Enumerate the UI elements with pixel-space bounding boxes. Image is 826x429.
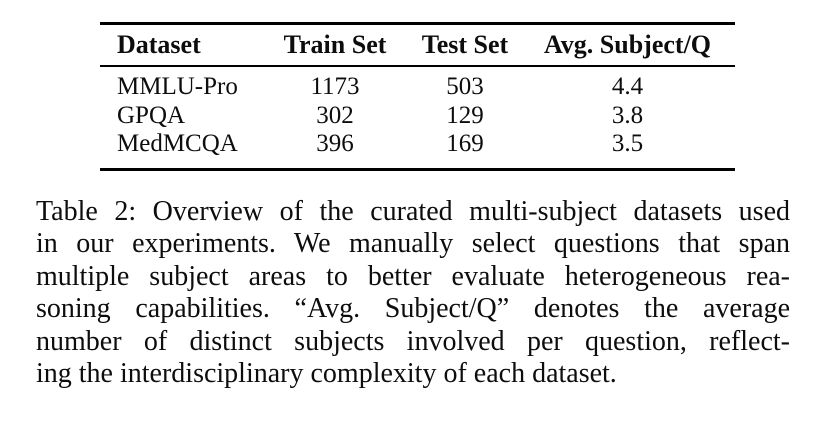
caption-line-1: Table 2: Overview of the curated multi-s… — [36, 195, 790, 227]
cell-avg-subject-q: 3.8 — [611, 101, 644, 129]
caption-line-4: soning capabilities. “Avg. Subject/Q” de… — [36, 293, 790, 324]
table-row-gpqa: GPQA 302 129 3.8 — [100, 102, 735, 131]
table-header-row: Dataset Train Set Test Set Avg. Subject/… — [100, 23, 735, 67]
table-row-medmcqa: MedMCQA 396 169 3.5 — [100, 130, 735, 169]
cell-test-set: 169 — [446, 130, 484, 157]
column-header-test-set: Test Set — [410, 23, 520, 67]
cell-test-set: 129 — [446, 101, 484, 129]
datasets-table: Dataset Train Set Test Set Avg. Subject/… — [100, 22, 735, 171]
caption-line-6: ing the interdisciplinary complexity of … — [36, 358, 617, 389]
cell-dataset-name: MedMCQA — [117, 130, 238, 157]
cell-train-set: 302 — [316, 101, 354, 129]
column-header-train-set: Train Set — [260, 23, 410, 67]
table-caption: Table 2: Overview of the curated multi-s… — [36, 196, 790, 391]
column-header-dataset: Dataset — [100, 23, 260, 67]
cell-avg-subject-q: 4.4 — [611, 73, 644, 100]
cell-train-set: 396 — [316, 130, 354, 157]
caption-line-3: multiple subject areas to better evaluat… — [36, 260, 790, 292]
caption-line-5: number of distinct subjects involved per… — [36, 325, 790, 357]
column-header-avg-subject-q: Avg. Subject/Q — [520, 23, 735, 67]
cell-avg-subject-q: 3.5 — [611, 130, 644, 157]
paper-page: Dataset Train Set Test Set Avg. Subject/… — [0, 22, 826, 429]
table-row-mmlu-pro: MMLU-Pro 1173 503 4.4 — [100, 66, 735, 102]
cell-test-set: 503 — [446, 73, 484, 100]
cell-dataset-name: GPQA — [117, 101, 186, 129]
cell-train-set: 1173 — [310, 73, 360, 100]
cell-dataset-name: MMLU-Pro — [117, 73, 238, 100]
caption-line-2: in our experiments. We manually select q… — [36, 228, 790, 259]
